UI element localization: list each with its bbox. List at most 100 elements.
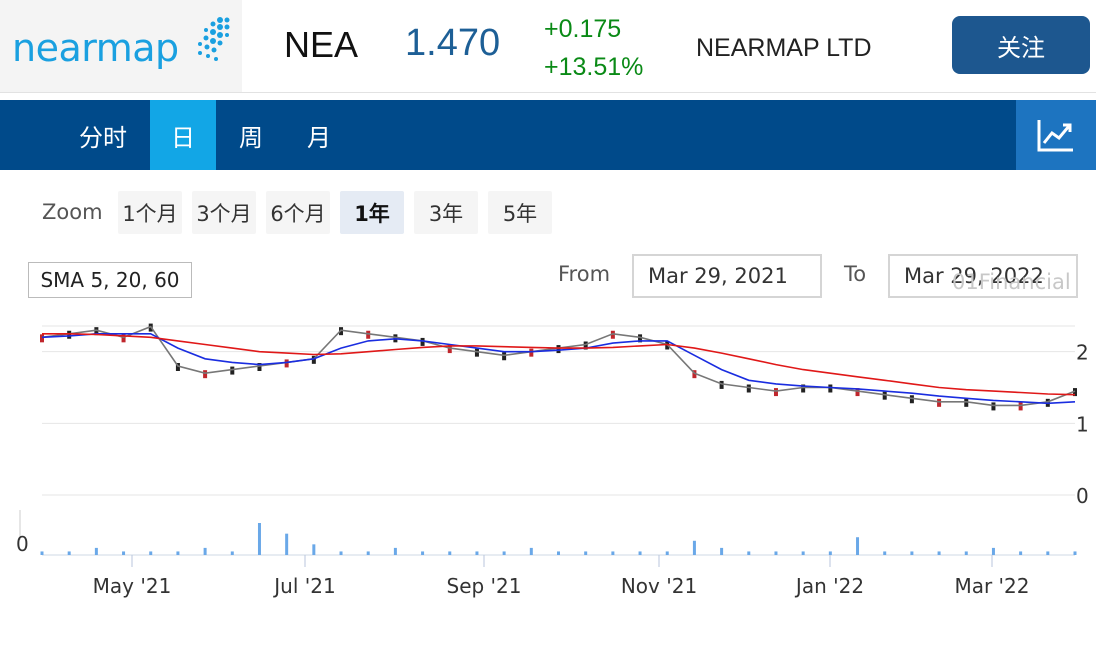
candle: [610, 330, 615, 339]
candle: [420, 337, 425, 346]
company-name: NEARMAP LTD: [696, 34, 872, 62]
volume-bars: [40, 523, 1077, 555]
axis-labels: 2 1 0 0 May '21 Jul '21 Sep '21 Nov '21 Jan '22 M…: [16, 341, 1089, 598]
volume-bar: [964, 551, 968, 555]
volume-bar: [1046, 551, 1050, 555]
volume-bar: [475, 551, 479, 555]
candle: [175, 363, 180, 371]
line-chart-icon: [1037, 120, 1073, 152]
volume-y-tick-label: 0: [16, 532, 29, 556]
ticker-symbol: NEA: [284, 24, 359, 65]
volume-bar: [747, 551, 751, 555]
change-percent: +13.51%: [544, 53, 644, 81]
candle: [529, 348, 534, 357]
candle: [556, 345, 561, 354]
volume-bar: [203, 547, 207, 555]
candle: [855, 388, 860, 397]
candle: [746, 384, 751, 393]
to-label: To: [844, 262, 867, 286]
volume-bar: [176, 551, 180, 555]
volume-bar: [1073, 551, 1077, 555]
y-tick-label: 1: [1076, 412, 1089, 436]
chart-type-button[interactable]: [1016, 100, 1096, 170]
volume-bar: [665, 551, 669, 555]
zoom-1y-button[interactable]: 1年: [340, 191, 404, 234]
candle: [882, 391, 887, 400]
volume-bar: [692, 540, 696, 555]
tab-intraday[interactable]: 分时: [79, 123, 127, 152]
candle: [257, 363, 262, 371]
candle: [638, 334, 643, 343]
watermark: 01Financial: [952, 270, 1071, 294]
x-tick-label: Mar '22: [954, 574, 1029, 598]
candle: [121, 334, 126, 343]
change-value: +0.175: [544, 15, 622, 43]
volume-bar: [285, 533, 289, 555]
candle: [1018, 402, 1023, 411]
volume-bar: [149, 551, 153, 555]
tab-monthly[interactable]: 月: [307, 123, 331, 152]
candle: [583, 341, 588, 350]
price-chart[interactable]: 2 1 0 0 May '21 Jul '21 Sep '21 Nov '21 Jan '22 M…: [0, 300, 1096, 650]
series-line-sma-60: [42, 332, 1076, 396]
volume-bar: [421, 551, 425, 555]
price-change: +0.175 +13.51%: [544, 10, 643, 86]
from-label: From: [558, 262, 611, 286]
x-tick-label: Jul '21: [272, 574, 335, 598]
candle: [40, 334, 44, 343]
y-tick-label: 2: [1076, 341, 1089, 365]
candle: [1073, 388, 1077, 397]
volume-bar: [393, 547, 397, 555]
candle: [230, 366, 235, 375]
candle: [67, 330, 72, 339]
volume-bar: [67, 551, 71, 555]
candle: [692, 370, 697, 379]
candle: [94, 327, 99, 336]
volume-bar: [611, 551, 615, 555]
volume-bar: [122, 551, 126, 555]
candle: [311, 355, 316, 364]
last-price: 1.470: [405, 22, 501, 64]
zoom-3m-button[interactable]: 3个月: [192, 191, 256, 234]
volume-bar: [94, 547, 98, 555]
volume-bar: [910, 551, 914, 555]
from-date-input[interactable]: Mar 29, 2021: [632, 254, 822, 298]
x-tick-label: Nov '21: [621, 574, 697, 598]
candlestick-series: [40, 323, 1077, 411]
volume-bar: [883, 551, 887, 555]
volume-bar: [937, 551, 941, 555]
zoom-1m-button[interactable]: 1个月: [118, 191, 182, 234]
y-tick-label: 0: [1076, 484, 1089, 508]
candle: [964, 398, 969, 407]
candle: [203, 370, 208, 379]
candle: [773, 388, 778, 397]
zoom-3y-button[interactable]: 3年: [414, 191, 478, 234]
volume-bar: [801, 551, 805, 555]
x-tick-label: May '21: [93, 574, 172, 598]
volume-bar: [257, 523, 261, 555]
candle: [447, 345, 452, 354]
volume-bar: [991, 547, 995, 555]
volume-bar: [856, 537, 860, 555]
indicator-selector[interactable]: SMA 5, 20, 60: [28, 262, 192, 298]
volume-bar: [774, 551, 778, 555]
zoom-6m-button[interactable]: 6个月: [266, 191, 330, 234]
to-date-input[interactable]: Mar 29, 2022: [888, 254, 1078, 298]
logo-dots-icon: [198, 17, 230, 61]
volume-bar: [529, 547, 533, 555]
volume-bar: [312, 544, 316, 555]
candle: [801, 384, 806, 393]
candle: [474, 348, 479, 357]
candle: [828, 384, 833, 393]
volume-bar: [40, 551, 44, 555]
volume-bar: [366, 551, 370, 555]
tab-weekly[interactable]: 周: [239, 123, 263, 152]
logo: nearmap: [12, 26, 179, 70]
volume-bar: [557, 551, 560, 555]
zoom-5y-button[interactable]: 5年: [488, 191, 552, 234]
tab-daily[interactable]: 日: [150, 100, 216, 170]
x-tick-label: Jan '22: [794, 574, 864, 598]
quote-header: nearmap NEA 1.470 +0.175 +13.51% NEARMAP…: [0, 0, 1096, 93]
follow-button[interactable]: 关注: [952, 16, 1090, 74]
candle: [991, 402, 996, 411]
